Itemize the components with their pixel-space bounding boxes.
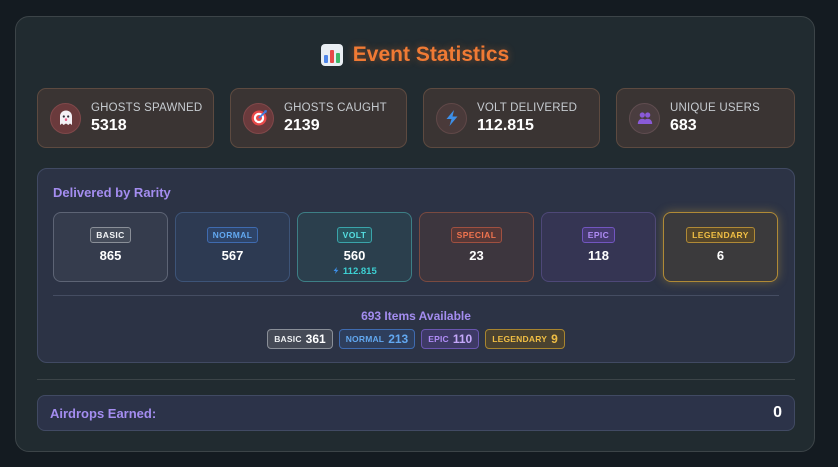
rarity-card-normal: NORMAL 567 (175, 212, 290, 282)
airdrops-earned-row: Airdrops Earned: 0 (37, 395, 795, 431)
rarity-count: 6 (716, 248, 725, 263)
chip-label: BASIC (274, 334, 302, 344)
rarity-badge: BASIC (90, 227, 131, 243)
chip-count: 361 (305, 332, 326, 346)
page-title: Event Statistics (16, 40, 814, 70)
airdrops-value: 0 (773, 404, 782, 421)
stat-label: VOLT DELIVERED (477, 101, 578, 114)
delivered-by-rarity-section: Delivered by Rarity BASIC 865 NORMAL 567… (37, 168, 795, 363)
stat-value: 5318 (91, 116, 127, 134)
stat-card-volt-delivered: VOLT DELIVERED 112.815 (423, 88, 600, 148)
stat-value: 112.815 (477, 116, 534, 134)
rarity-count: 560 (343, 248, 366, 263)
stat-label: UNIQUE USERS (670, 101, 760, 114)
available-chip-normal: NORMAL 213 (338, 329, 416, 349)
available-chip-epic: EPIC 110 (421, 329, 480, 349)
stat-card-ghosts-spawned: GHOSTS SPAWNED 5318 (37, 88, 214, 148)
event-statistics-panel: Event Statistics GHOSTS SPAWNED 5318 (15, 16, 815, 452)
rarity-card-legendary: LEGENDARY 6 (663, 212, 778, 282)
section-heading: Delivered by Rarity (53, 185, 171, 200)
chip-label: NORMAL (345, 334, 385, 344)
target-icon (243, 102, 274, 134)
rarity-badge: VOLT (336, 227, 373, 243)
stat-label: GHOSTS CAUGHT (284, 101, 387, 114)
chip-count: 9 (551, 332, 558, 346)
rarity-count: 865 (99, 248, 122, 263)
rarity-badge: SPECIAL (450, 227, 503, 243)
stat-card-ghosts-caught: GHOSTS CAUGHT 2139 (230, 88, 407, 148)
rarity-badge: NORMAL (206, 227, 259, 243)
available-chip-legendary: LEGENDARY 9 (485, 329, 565, 349)
available-chips: BASIC 361 NORMAL 213 EPIC 110 LEGENDARY … (38, 329, 794, 349)
rarity-count: 118 (588, 248, 609, 263)
rarity-count: 23 (469, 248, 484, 263)
chip-label: EPIC (428, 334, 449, 344)
divider (53, 295, 779, 296)
lightning-icon (332, 266, 343, 277)
stat-card-unique-users: UNIQUE USERS 683 (616, 88, 795, 148)
volt-amount-value: 112.815 (342, 266, 377, 277)
divider (37, 379, 795, 380)
airdrops-label: Airdrops Earned: (50, 405, 157, 421)
rarity-card-basic: BASIC 865 (53, 212, 168, 282)
volt-amount: 112.815 (332, 266, 377, 277)
ghost-icon (50, 102, 81, 134)
chip-label: LEGENDARY (492, 334, 548, 344)
rarity-card-epic: EPIC 118 (541, 212, 656, 282)
bar-chart-icon (320, 44, 343, 66)
rarity-badge: LEGENDARY (686, 227, 755, 243)
stat-label: GHOSTS SPAWNED (91, 101, 203, 114)
rarity-count: 567 (221, 248, 244, 263)
page-title-text: Event Statistics (352, 43, 510, 66)
items-available: 693 Items Available (361, 309, 471, 323)
rarity-card-special: SPECIAL 23 (419, 212, 534, 282)
stat-value: 683 (670, 116, 697, 134)
available-chip-basic: BASIC 361 (267, 329, 333, 349)
rarity-card-volt: VOLT 560 112.815 (297, 212, 412, 282)
rarity-badge: EPIC (581, 227, 616, 243)
users-icon (629, 102, 660, 134)
chip-count: 213 (388, 332, 409, 346)
stats-row: GHOSTS SPAWNED 5318 GHOSTS CAUGHT 2139 (37, 88, 795, 148)
stat-value: 2139 (284, 116, 320, 134)
chip-count: 110 (452, 332, 473, 346)
lightning-icon (436, 102, 467, 134)
